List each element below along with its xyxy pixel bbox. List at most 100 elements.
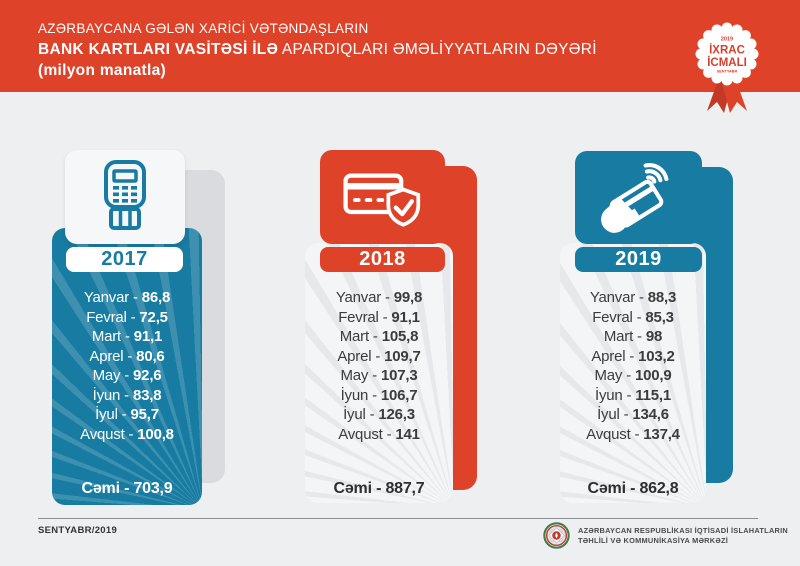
month-label: Yanvar -: [335, 289, 394, 306]
month-label: Aprel -: [337, 347, 385, 365]
badge-title-line2: İCMALI: [707, 56, 747, 69]
month-label: Fevral -: [338, 308, 392, 326]
header-line2: BANK KARTLARI VASİTƏSİ İLƏ APARDIQLARI Ə…: [38, 41, 597, 59]
month-label: Yanvar -: [83, 289, 142, 306]
month-value: 137,4: [643, 425, 680, 443]
month-value: 105,8: [381, 328, 419, 345]
month-label: May -: [594, 367, 635, 384]
month-label: Mart -: [603, 328, 646, 345]
header-line2-regular: APARDIQLARI ƏMƏLİYYATLARIN DƏYƏRİ: [278, 41, 597, 58]
month-value: 91,1: [133, 328, 163, 345]
total-row: Cəmi - 703,9: [52, 480, 202, 498]
month-row: İyul - 134,6: [560, 405, 706, 425]
month-value: 134,6: [632, 406, 669, 423]
month-label: Yanvar -: [589, 289, 648, 306]
month-label: Avqust -: [80, 425, 138, 443]
month-label: İyul -: [343, 406, 379, 423]
month-row: Avqust - 100,8: [52, 425, 202, 445]
total-value: 703,9: [133, 480, 173, 497]
azerbaijan-state-emblem-icon: [543, 522, 570, 549]
month-label: Aprel -: [89, 347, 137, 365]
month-value: 98: [645, 328, 663, 345]
month-label: Mart -: [91, 328, 134, 345]
column-data-panel: [305, 243, 453, 503]
secure-bank-card-icon: [320, 150, 445, 244]
month-row: İyul - 95,7: [52, 405, 202, 425]
month-value: 72,5: [139, 308, 168, 326]
month-row: Fevral - 85,3: [560, 308, 706, 328]
month-value: 109,7: [384, 347, 421, 365]
year-badge-2018: 2018: [320, 247, 445, 272]
month-value: 99,8: [393, 289, 423, 306]
month-row: İyun - 115,1: [560, 386, 706, 406]
footer-issue-date: SENTYABR/2019: [38, 525, 118, 536]
header-band: AZƏRBAYCANA GƏLƏN XARİCİ VƏTƏNDAŞLARIN B…: [0, 0, 800, 92]
month-value: 92,6: [133, 367, 162, 384]
org-name-line1: AZƏRBAYCAN RESPUBLİKASI İQTİSADİ İSLAHAT…: [578, 525, 789, 535]
month-row: Fevral - 91,1: [305, 308, 453, 328]
month-value: 100,8: [137, 425, 174, 443]
month-row: May - 92,6: [52, 366, 202, 386]
month-row: Aprel - 103,2: [560, 347, 706, 367]
month-row: Avqust - 141: [305, 425, 453, 445]
month-label: Mart -: [339, 328, 382, 345]
total-label: Cəmi -: [333, 480, 386, 497]
month-value: 103,2: [638, 347, 675, 365]
month-list: Yanvar - 99,8 Fevral - 91,1 Mart - 105,8 Ap…: [305, 288, 453, 444]
month-label: Avqust -: [586, 425, 644, 443]
month-label: Fevral -: [86, 308, 140, 326]
month-value: 86,8: [141, 289, 171, 306]
month-row: Mart - 105,8: [305, 327, 453, 347]
month-value: 100,9: [634, 367, 672, 384]
month-list: Yanvar - 88,3 Fevral - 85,3 Mart - 98 Aprel…: [560, 288, 706, 444]
month-label: İyun -: [594, 386, 636, 404]
header-line2-bold: BANK KARTLARI VASİTƏSİ İLƏ: [38, 41, 279, 58]
month-value: 91,1: [391, 308, 420, 326]
month-value: 83,8: [132, 386, 162, 404]
year-badge-2017: 2017: [66, 247, 183, 272]
month-label: Avqust -: [338, 425, 396, 443]
badge-month: SENTYABR: [717, 70, 738, 74]
column-data-panel: [560, 243, 706, 503]
footer-divider: [38, 518, 758, 519]
month-value: 141: [395, 425, 420, 443]
month-label: İyun -: [340, 386, 381, 404]
header-unit: (milyon manatla): [38, 62, 166, 79]
month-row: Mart - 98: [560, 327, 706, 347]
badge-year: 2019: [721, 37, 733, 43]
pos-terminal-icon: [65, 150, 185, 244]
month-value: 85,3: [645, 308, 674, 326]
month-row: İyul - 126,3: [305, 405, 453, 425]
month-label: İyun -: [92, 386, 133, 404]
month-value: 88,3: [647, 289, 677, 306]
total-value: 862,8: [639, 480, 679, 497]
contactless-payment-icon: [575, 151, 702, 244]
month-label: Fevral -: [592, 308, 646, 326]
month-row: Mart - 91,1: [52, 327, 202, 347]
month-row: May - 100,9: [560, 366, 706, 386]
month-label: İyul -: [597, 406, 633, 423]
total-row: Cəmi - 887,7: [305, 480, 453, 498]
month-row: Aprel - 80,6: [52, 347, 202, 367]
month-label: Aprel -: [591, 347, 639, 365]
month-value: 115,1: [635, 386, 671, 404]
month-row: İyun - 106,7: [305, 386, 453, 406]
month-value: 80,6: [136, 347, 165, 365]
org-name-line2: TƏHLİLİ VƏ KOMMUNİKASİYA MƏRKƏZİ: [578, 535, 729, 545]
month-label: May -: [92, 367, 134, 384]
month-label: İyul -: [95, 406, 131, 423]
month-list: Yanvar - 86,8 Fevral - 72,5 Mart - 91,1 Apr…: [52, 288, 202, 444]
badge-seal-icon: [695, 22, 759, 86]
total-label: Cəmi -: [587, 480, 640, 497]
column-data-panel: [52, 228, 202, 505]
month-row: Yanvar - 86,8: [52, 288, 202, 308]
month-row: Yanvar - 88,3: [560, 288, 706, 308]
month-row: Aprel - 109,7: [305, 347, 453, 367]
month-row: Yanvar - 99,8: [305, 288, 453, 308]
footer-organization: AZƏRBAYCAN RESPUBLİKASI İQTİSADİ İSLAHAT…: [543, 522, 788, 549]
month-value: 107,3: [380, 367, 418, 384]
month-value: 95,7: [130, 406, 159, 423]
year-badge-2019: 2019: [575, 247, 702, 272]
total-label: Cəmi -: [81, 480, 134, 497]
